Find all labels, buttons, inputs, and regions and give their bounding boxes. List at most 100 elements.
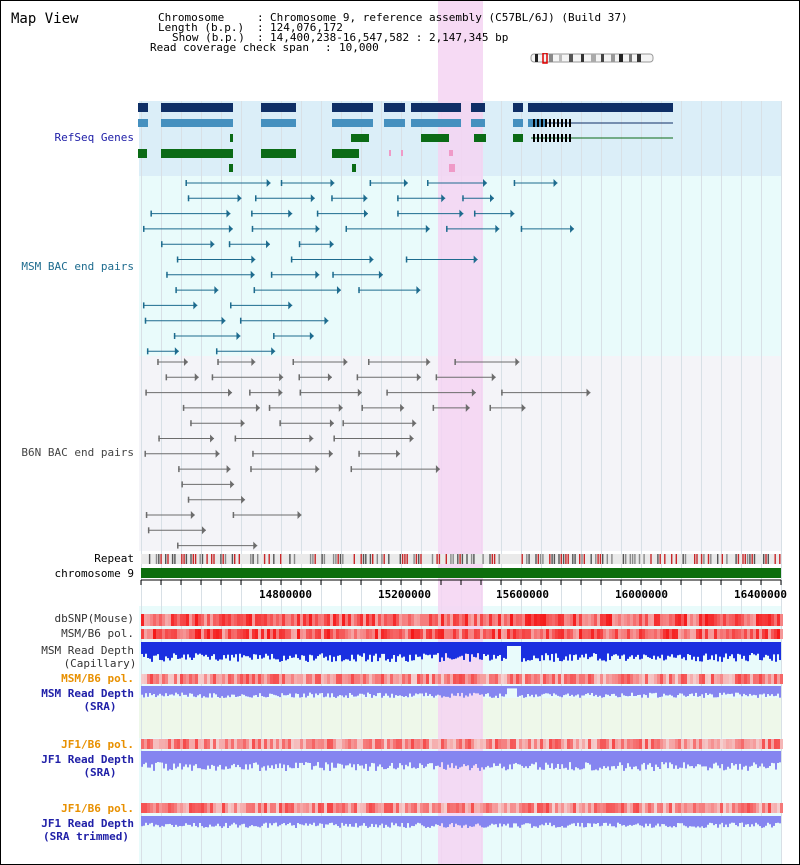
depth-bar	[333, 751, 335, 768]
depth-bar	[703, 816, 705, 828]
depth-bar	[247, 686, 249, 697]
depth-bar	[339, 686, 341, 696]
heat-cell	[762, 629, 765, 639]
depth-bar	[257, 642, 259, 659]
b6n-bac-end	[299, 389, 302, 396]
repeat-mark	[684, 554, 687, 564]
heat-cell	[522, 629, 525, 639]
depth-bar	[393, 686, 395, 698]
heat-cell	[594, 739, 597, 749]
gridline	[701, 101, 702, 864]
heat-cell	[471, 629, 474, 639]
heat-cell	[366, 629, 369, 639]
depth-bar	[467, 686, 469, 697]
depth-bar	[383, 816, 385, 828]
depth-bar	[677, 816, 679, 824]
heat-cell	[141, 614, 144, 626]
depth-bar	[335, 686, 337, 698]
heat-cell	[207, 739, 210, 749]
depth-bar	[619, 816, 621, 824]
msm-bac-end	[309, 332, 314, 340]
depth-bar	[779, 686, 781, 698]
depth-bar	[707, 642, 709, 660]
depth-bar	[659, 751, 661, 769]
depth-bar	[291, 816, 293, 826]
depth-bar	[679, 816, 681, 824]
depth-bar	[249, 751, 251, 765]
depth-bar	[351, 816, 353, 827]
depth-bar	[627, 751, 629, 764]
chromosome-ideogram[interactable]	[529, 53, 657, 65]
depth-bar	[513, 686, 515, 689]
heat-cell	[267, 629, 270, 639]
depth-bar	[645, 751, 647, 770]
msm-bac-end	[215, 348, 218, 355]
depth-bar	[147, 642, 149, 658]
depth-bar	[507, 686, 509, 689]
b6n-bac-end	[356, 374, 359, 381]
heat-cell	[708, 629, 711, 639]
repeat-mark	[638, 554, 641, 564]
heat-cell	[780, 674, 783, 684]
depth-bar	[343, 686, 345, 698]
depth-bar	[771, 816, 773, 828]
heat-cell	[408, 739, 411, 749]
heat-cell	[537, 629, 540, 639]
heat-cell	[591, 739, 594, 749]
depth-bar	[355, 642, 357, 662]
depth-bar	[725, 642, 727, 654]
depth-bar	[417, 816, 419, 823]
depth-bar	[679, 686, 681, 694]
depth-bar	[647, 642, 649, 658]
heat-cell	[375, 629, 378, 639]
depth-bar	[147, 816, 149, 826]
track-label-msm-bac[interactable]: MSM BAC end pairs	[21, 260, 134, 273]
track-label-b6n-bac[interactable]: B6N BAC end pairs	[21, 446, 134, 459]
depth-bar	[203, 642, 205, 657]
heat-cell	[378, 614, 381, 626]
track-label-refseq[interactable]: RefSeq Genes	[54, 131, 134, 144]
msm-bac-end	[378, 270, 383, 279]
depth-bar	[205, 816, 207, 827]
depth-bar	[277, 642, 279, 660]
repeat-mark	[332, 554, 335, 564]
depth-bar	[517, 751, 519, 765]
heat-cell	[387, 803, 390, 813]
depth-bar	[753, 816, 755, 827]
selected-region-highlight[interactable]	[438, 1, 483, 864]
depth-bar	[245, 686, 247, 697]
depth-bar	[711, 642, 713, 656]
depth-bar	[327, 816, 329, 825]
heat-cell	[624, 629, 627, 639]
heat-cell	[495, 629, 498, 639]
gene-block	[138, 149, 147, 158]
heat-cell	[369, 614, 372, 626]
heat-cell	[150, 674, 153, 684]
depth-bar	[667, 816, 669, 828]
depth-bar	[409, 686, 411, 694]
depth-bar	[559, 816, 561, 828]
depth-bar	[497, 751, 499, 766]
msm-bac-end	[397, 195, 399, 202]
heat-cell	[732, 674, 735, 684]
depth-bar	[541, 816, 543, 825]
heat-cell	[381, 614, 384, 626]
heat-cell	[357, 803, 360, 813]
heat-cell	[243, 629, 246, 639]
repeat-mark	[383, 554, 385, 564]
depth-bar	[687, 751, 689, 765]
repeat-mark	[268, 554, 270, 564]
axis-tick-1: 14800000	[259, 588, 312, 601]
depth-bar	[357, 686, 359, 696]
heat-cell	[408, 674, 411, 684]
heat-cell	[597, 629, 600, 639]
depth-bar	[511, 816, 513, 828]
depth-bar	[311, 642, 313, 656]
depth-bar	[589, 686, 591, 695]
depth-bar	[553, 816, 555, 826]
heat-cell	[603, 739, 606, 749]
repeat-mark	[372, 554, 374, 564]
repeat-mark	[461, 554, 464, 564]
depth-bar	[645, 816, 647, 824]
